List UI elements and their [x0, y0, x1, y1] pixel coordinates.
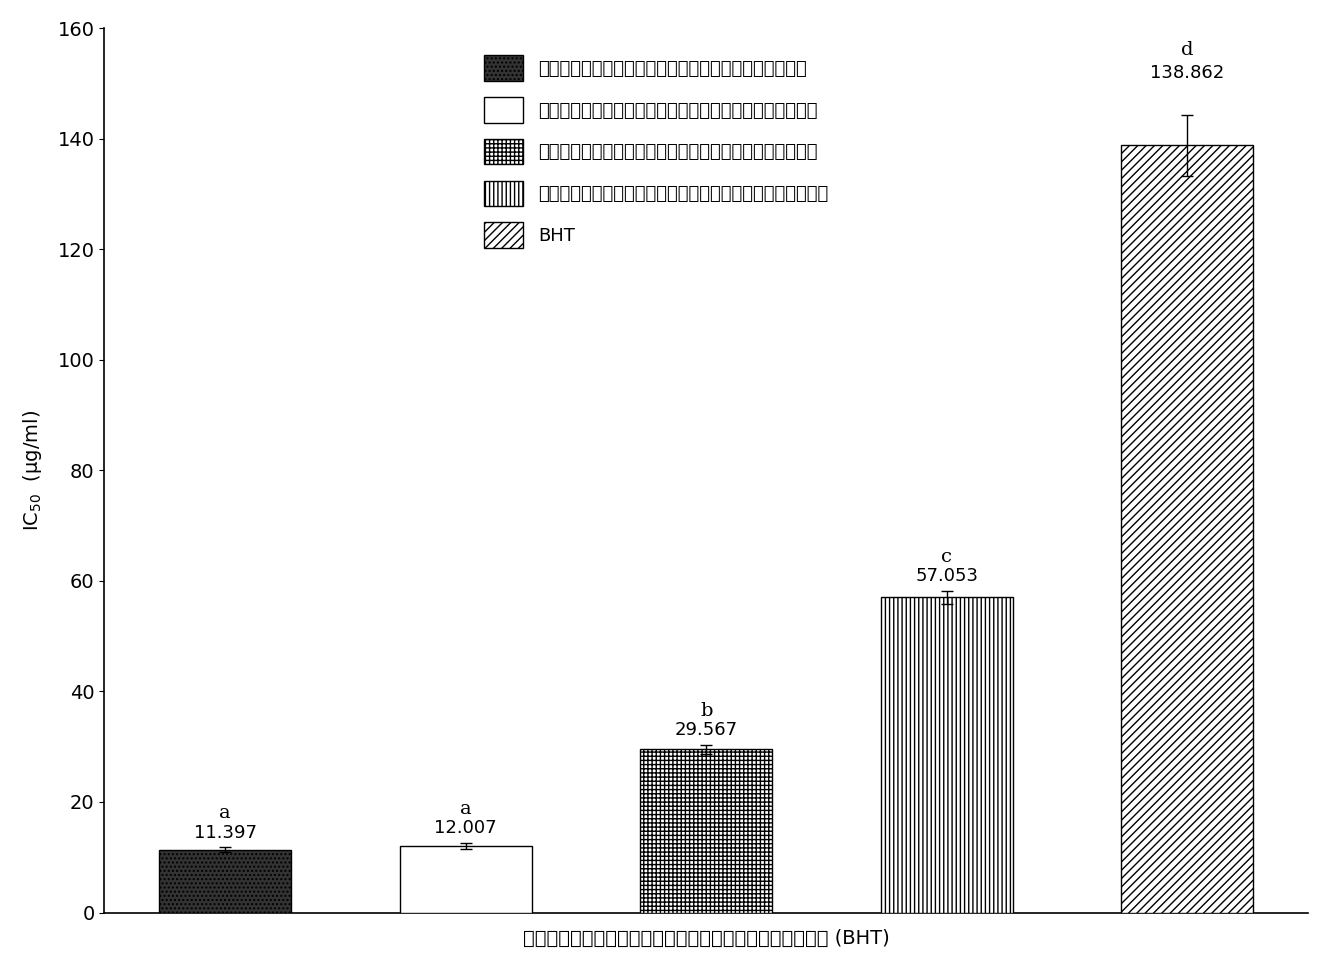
Text: c: c: [941, 547, 953, 566]
Bar: [881, 597, 1013, 913]
Y-axis label: IC$_{50}$  (µg/ml): IC$_{50}$ (µg/ml): [21, 410, 44, 531]
Bar: [159, 850, 291, 913]
Text: 57.053: 57.053: [916, 567, 978, 585]
Text: 12.007: 12.007: [435, 820, 497, 837]
Text: 11.397: 11.397: [194, 824, 256, 842]
Legend: ใบกาแฟแก่สายพันธุโรบัสต้า, ใบกาแฟอ่อนสายพันธุโรบัสต้า, ใบกาแฟแก่สายพันธุอาราบิก้: ใบกาแฟแก่สายพันธุโรบัสต้า, ใบกาแฟอ่อนสาย…: [474, 47, 837, 257]
Text: d: d: [1181, 42, 1193, 59]
Text: b: b: [700, 702, 712, 720]
Bar: [400, 846, 532, 913]
Text: 138.862: 138.862: [1150, 64, 1224, 81]
X-axis label: สารสกัดใบกาแฟและสารมาตรฐาน (BHT): สารสกัดใบกาแฟและสารมาตรฐาน (BHT): [522, 929, 889, 949]
Bar: [641, 749, 772, 913]
Bar: [1122, 145, 1253, 913]
Text: a: a: [460, 800, 472, 818]
Text: 29.567: 29.567: [675, 721, 738, 739]
Text: a: a: [219, 804, 231, 823]
